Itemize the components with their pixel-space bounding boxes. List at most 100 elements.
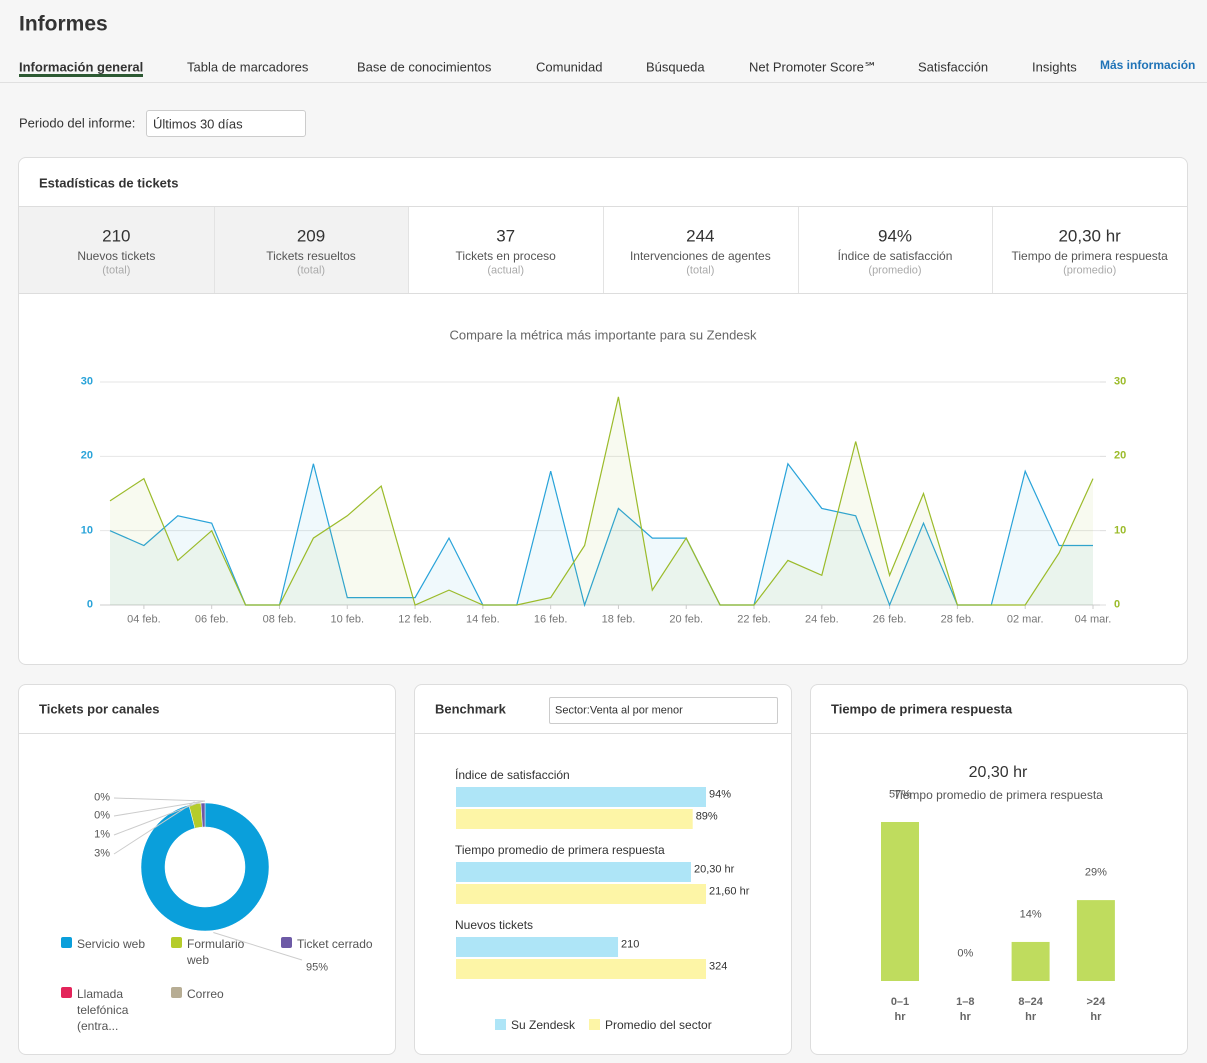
stat-note: (total)	[297, 266, 325, 277]
legend-swatch	[171, 987, 182, 998]
period-value: Últimos 30 días	[153, 118, 243, 131]
value-label: 14%	[1020, 909, 1042, 920]
value-label: 20,30 hr	[694, 865, 734, 876]
x-tick-label: 14 feb.	[466, 615, 500, 626]
category-label: Nuevos tickets	[455, 919, 533, 931]
legend-swatch	[61, 937, 72, 948]
legend-label: Correo	[187, 986, 267, 1002]
x-tick-label: 24 feb.	[805, 615, 839, 626]
value-label: 94%	[709, 790, 731, 801]
category-label: Tiempo promedio de primera respuesta	[455, 844, 665, 856]
legend-swatch	[171, 937, 182, 948]
x-tick-label: 20 feb.	[669, 615, 703, 626]
x-tick-label: 08 feb.	[263, 615, 297, 626]
x-tick-label: 0–1 hr	[880, 995, 920, 1025]
value-label: 324	[709, 962, 727, 973]
page-title: Informes	[19, 14, 108, 35]
stat-note: (total)	[102, 266, 130, 277]
x-tick-label: 04 mar.	[1075, 615, 1112, 626]
tab[interactable]: Base de conocimientos	[357, 61, 491, 74]
y-tick-label: 10	[81, 525, 93, 536]
note: Tiempo promedio de primera respuesta	[893, 789, 1103, 801]
chart-title: Compare la métrica más importante para s…	[449, 329, 756, 342]
filter-value: Sector:Venta al por menor	[555, 706, 683, 717]
value-label: 210	[621, 940, 639, 951]
legend-label: Promedio del sector	[605, 1019, 712, 1031]
category-label: Índice de satisfacción	[455, 769, 570, 781]
legend-swatch	[281, 937, 292, 948]
x-tick-label: 8–24 hr	[1011, 995, 1051, 1025]
stat-value: 209	[297, 228, 325, 245]
x-tick-label: 18 feb.	[602, 615, 636, 626]
x-tick-label: 22 feb.	[737, 615, 771, 626]
tab[interactable]: Búsqueda	[646, 61, 705, 74]
legend-swatch	[589, 1019, 600, 1030]
stat-label: Índice de satisfacción	[838, 250, 953, 262]
stat-note: (total)	[686, 266, 714, 277]
panel	[810, 684, 1188, 1055]
tab[interactable]: Satisfacción	[918, 61, 988, 74]
stat-note: (promedio)	[868, 266, 921, 277]
stat-label: Nuevos tickets	[77, 250, 155, 262]
y-tick-label: 20	[81, 451, 93, 462]
stat-label: Tickets resueltos	[266, 250, 356, 262]
y2-tick-label: 0	[1114, 600, 1120, 611]
legend-swatch	[495, 1019, 506, 1030]
tab[interactable]: Comunidad	[536, 61, 603, 74]
panel-title: Tiempo de primera respuesta	[831, 703, 1012, 716]
slice-label: 0%	[94, 811, 110, 822]
x-tick-label: 06 feb.	[195, 615, 229, 626]
slice-label: 1%	[94, 830, 110, 841]
tab[interactable]: Net Promoter Score℠	[749, 61, 877, 74]
y2-tick-label: 30	[1114, 377, 1126, 388]
period-label: Periodo del informe:	[19, 117, 135, 130]
stat-value: 37	[496, 228, 515, 245]
stat-value: 244	[686, 228, 714, 245]
legend-swatch	[61, 987, 72, 998]
stat-label: Intervenciones de agentes	[630, 250, 771, 262]
x-tick-label: 28 feb.	[941, 615, 975, 626]
more-info-link[interactable]: Más información	[1100, 59, 1195, 71]
slice-label: 95%	[306, 963, 328, 974]
panel	[414, 684, 792, 1055]
tab-bar-border	[0, 82, 1207, 83]
value-label: 29%	[1085, 868, 1107, 879]
tab[interactable]: Información general	[19, 61, 143, 74]
x-tick-label: 1–8 hr	[945, 995, 985, 1025]
stat-label: Tickets en proceso	[456, 250, 556, 262]
legend-label: Su Zendesk	[511, 1019, 575, 1031]
stats-divider	[19, 293, 1187, 294]
value-label: 21,60 hr	[709, 887, 749, 898]
tab[interactable]: Insights	[1032, 61, 1077, 74]
value-label: 89%	[696, 812, 718, 823]
y-tick-label: 0	[87, 600, 93, 611]
stat-value: 210	[102, 228, 130, 245]
subtitle: 20,30 hr	[969, 765, 1028, 781]
legend-label: Formulario web	[187, 936, 267, 968]
x-tick-label: 04 feb.	[127, 615, 161, 626]
x-tick-label: 02 mar.	[1007, 615, 1044, 626]
x-tick-label: 26 feb.	[873, 615, 907, 626]
x-tick-label: 16 feb.	[534, 615, 568, 626]
y2-tick-label: 10	[1114, 525, 1126, 536]
panel-title: Estadísticas de tickets	[39, 177, 178, 190]
panel-title: Tickets por canales	[39, 703, 159, 716]
slice-label: 0%	[94, 793, 110, 804]
legend-label: Servicio web	[77, 936, 157, 952]
x-tick-label: 10 feb.	[330, 615, 364, 626]
panel-header-divider	[19, 733, 395, 734]
slice-label: 3%	[94, 849, 110, 860]
panel-header-divider	[415, 733, 791, 734]
legend-label: Llamada telefónica (entra...	[77, 986, 157, 1034]
active-tab-underline	[19, 74, 143, 77]
x-tick-label: 12 feb.	[398, 615, 432, 626]
stat-label: Tiempo de primera respuesta	[1012, 250, 1168, 262]
stat-value: 20,30 hr	[1058, 228, 1120, 245]
tab[interactable]: Tabla de marcadores	[187, 61, 308, 74]
stat-value: 94%	[878, 228, 912, 245]
value-label: 57%	[889, 790, 911, 801]
y2-tick-label: 20	[1114, 451, 1126, 462]
legend-label: Ticket cerrado	[297, 936, 377, 952]
panel-title: Benchmark	[435, 703, 506, 716]
